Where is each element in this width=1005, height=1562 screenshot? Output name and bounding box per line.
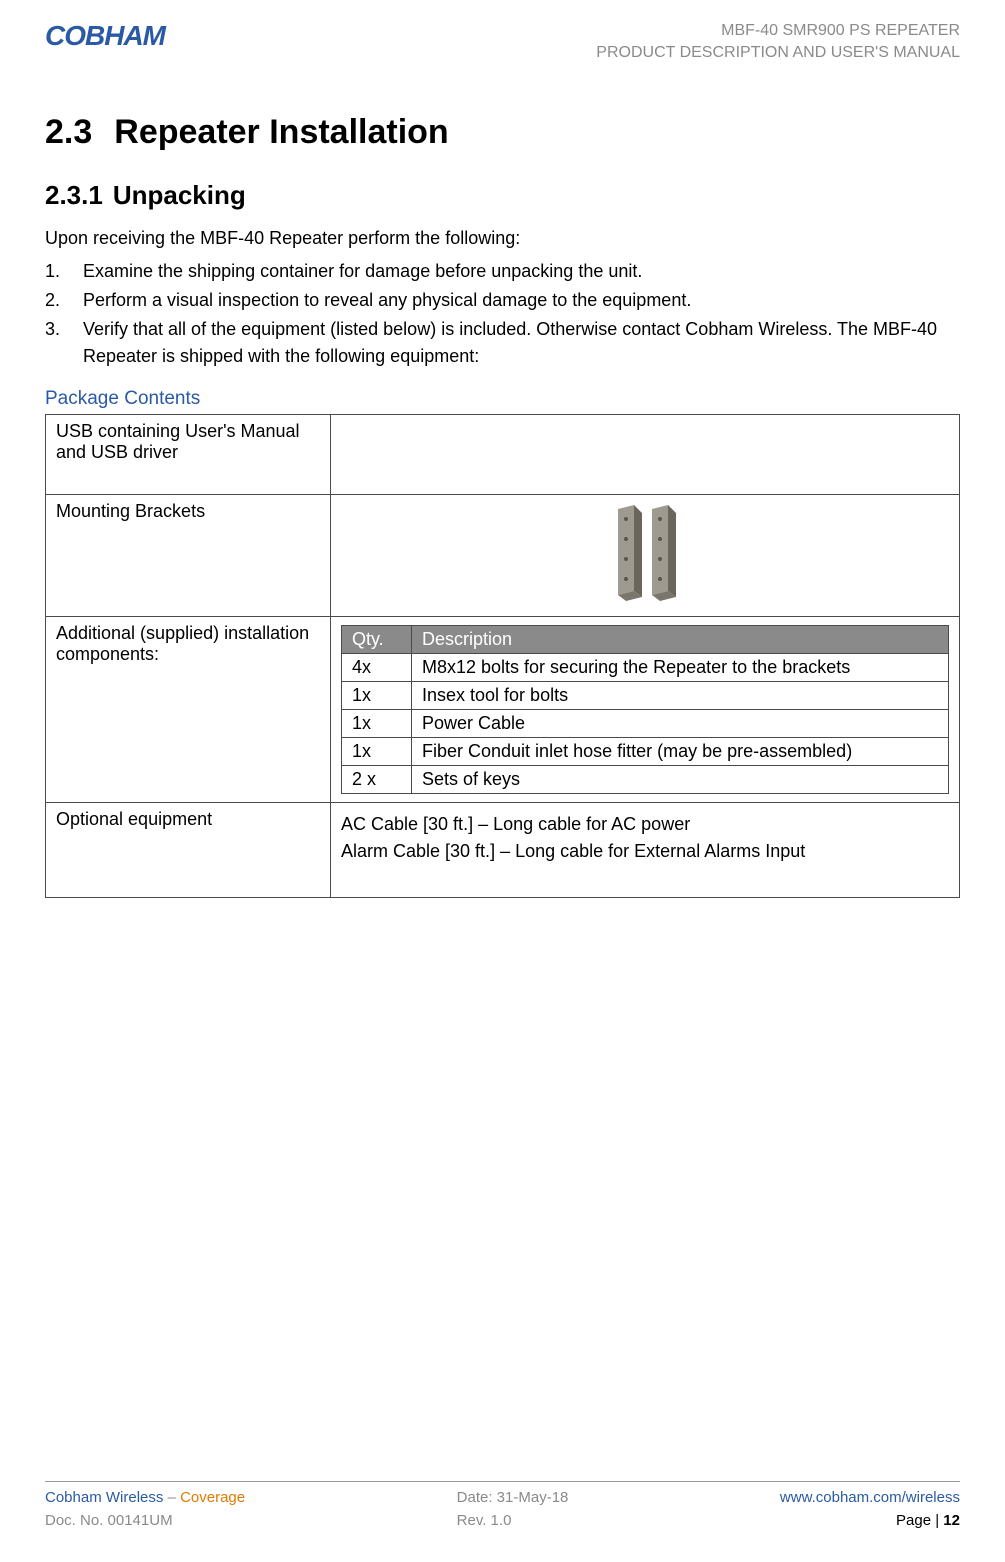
table-row: 1x Insex tool for bolts bbox=[342, 681, 949, 709]
desc-cell: Insex tool for bolts bbox=[412, 681, 949, 709]
brackets-content bbox=[331, 494, 960, 616]
desc-cell: M8x12 bolts for securing the Repeater to… bbox=[412, 653, 949, 681]
step-item: Perform a visual inspection to reveal an… bbox=[45, 287, 960, 314]
qty-cell: 1x bbox=[342, 681, 412, 709]
section-heading: 2.3 Repeater Installation bbox=[45, 113, 960, 152]
section-number: 2.3 bbox=[45, 113, 92, 152]
table-row: 1x Power Cable bbox=[342, 709, 949, 737]
optional-label: Optional equipment bbox=[46, 802, 331, 897]
table-row: 4x M8x12 bolts for securing the Repeater… bbox=[342, 653, 949, 681]
footer-page-label: Page | bbox=[896, 1512, 943, 1529]
subsection-title: Unpacking bbox=[113, 180, 246, 210]
qty-cell: 1x bbox=[342, 709, 412, 737]
step-item: Verify that all of the equipment (listed… bbox=[45, 316, 960, 370]
desc-header: Description bbox=[412, 625, 949, 653]
table-row: Optional equipment AC Cable [30 ft.] – L… bbox=[46, 802, 960, 897]
brand-logo: COBHAM bbox=[45, 20, 165, 52]
footer-page-number: 12 bbox=[943, 1512, 960, 1529]
footer-left: Cobham Wireless – Coverage Doc. No. 0014… bbox=[45, 1487, 245, 1532]
desc-cell: Power Cable bbox=[412, 709, 949, 737]
subsection-number: 2.3.1 bbox=[45, 180, 103, 211]
header-line1: MBF-40 SMR900 PS REPEATER bbox=[596, 20, 960, 42]
qty-cell: 4x bbox=[342, 653, 412, 681]
header-doc-title: MBF-40 SMR900 PS REPEATER PRODUCT DESCRI… bbox=[596, 20, 960, 65]
package-contents-title: Package Contents bbox=[45, 388, 960, 410]
additional-content: Qty. Description 4x M8x12 bolts for secu… bbox=[331, 616, 960, 802]
table-row: 2 x Sets of keys bbox=[342, 765, 949, 793]
footer-right: www.cobham.com/wireless Page | 12 bbox=[780, 1487, 960, 1532]
footer-date: Date: 31-May-18 bbox=[457, 1487, 569, 1510]
footer-doc-no: Doc. No. 00141UM bbox=[45, 1510, 245, 1533]
page-footer: Cobham Wireless – Coverage Doc. No. 0014… bbox=[45, 1481, 960, 1532]
table-header-row: Qty. Description bbox=[342, 625, 949, 653]
page-header: COBHAM MBF-40 SMR900 PS REPEATER PRODUCT… bbox=[45, 20, 960, 65]
steps-list: Examine the shipping container for damag… bbox=[45, 258, 960, 370]
footer-row: Cobham Wireless – Coverage Doc. No. 0014… bbox=[45, 1487, 960, 1532]
optional-content: AC Cable [30 ft.] – Long cable for AC po… bbox=[331, 802, 960, 897]
desc-cell: Fiber Conduit inlet hose fitter (may be … bbox=[412, 737, 949, 765]
section-title: Repeater Installation bbox=[114, 113, 448, 151]
qty-cell: 1x bbox=[342, 737, 412, 765]
optional-line1: AC Cable [30 ft.] – Long cable for AC po… bbox=[341, 811, 949, 838]
brackets-label: Mounting Brackets bbox=[46, 494, 331, 616]
header-line2: PRODUCT DESCRIPTION AND USER'S MANUAL bbox=[596, 42, 960, 64]
table-row: 1x Fiber Conduit inlet hose fitter (may … bbox=[342, 737, 949, 765]
desc-cell: Sets of keys bbox=[412, 765, 949, 793]
footer-cobham-wireless: Cobham Wireless bbox=[45, 1489, 163, 1506]
usb-label: USB containing User's Manual and USB dri… bbox=[46, 414, 331, 494]
optional-line2: Alarm Cable [30 ft.] – Long cable for Ex… bbox=[341, 838, 949, 865]
footer-rev: Rev. 1.0 bbox=[457, 1510, 569, 1533]
footer-coverage: Coverage bbox=[180, 1489, 245, 1506]
usb-content bbox=[331, 414, 960, 494]
qty-header: Qty. bbox=[342, 625, 412, 653]
footer-center: Date: 31-May-18 Rev. 1.0 bbox=[457, 1487, 569, 1532]
logo-text: COBHAM bbox=[45, 20, 165, 52]
footer-divider bbox=[45, 1481, 960, 1482]
table-row: USB containing User's Manual and USB dri… bbox=[46, 414, 960, 494]
step-item: Examine the shipping container for damag… bbox=[45, 258, 960, 285]
qty-cell: 2 x bbox=[342, 765, 412, 793]
subsection-heading: 2.3.1 Unpacking bbox=[45, 180, 960, 211]
table-row: Additional (supplied) installation compo… bbox=[46, 616, 960, 802]
mounting-brackets-icon bbox=[600, 503, 690, 603]
table-row: Mounting Brackets bbox=[46, 494, 960, 616]
additional-label: Additional (supplied) installation compo… bbox=[46, 616, 331, 802]
package-contents-table: USB containing User's Manual and USB dri… bbox=[45, 414, 960, 898]
footer-url: www.cobham.com/wireless bbox=[780, 1487, 960, 1510]
footer-dash: – bbox=[163, 1489, 180, 1506]
components-table: Qty. Description 4x M8x12 bolts for secu… bbox=[341, 625, 949, 794]
subsection-intro: Upon receiving the MBF-40 Repeater perfo… bbox=[45, 225, 960, 252]
